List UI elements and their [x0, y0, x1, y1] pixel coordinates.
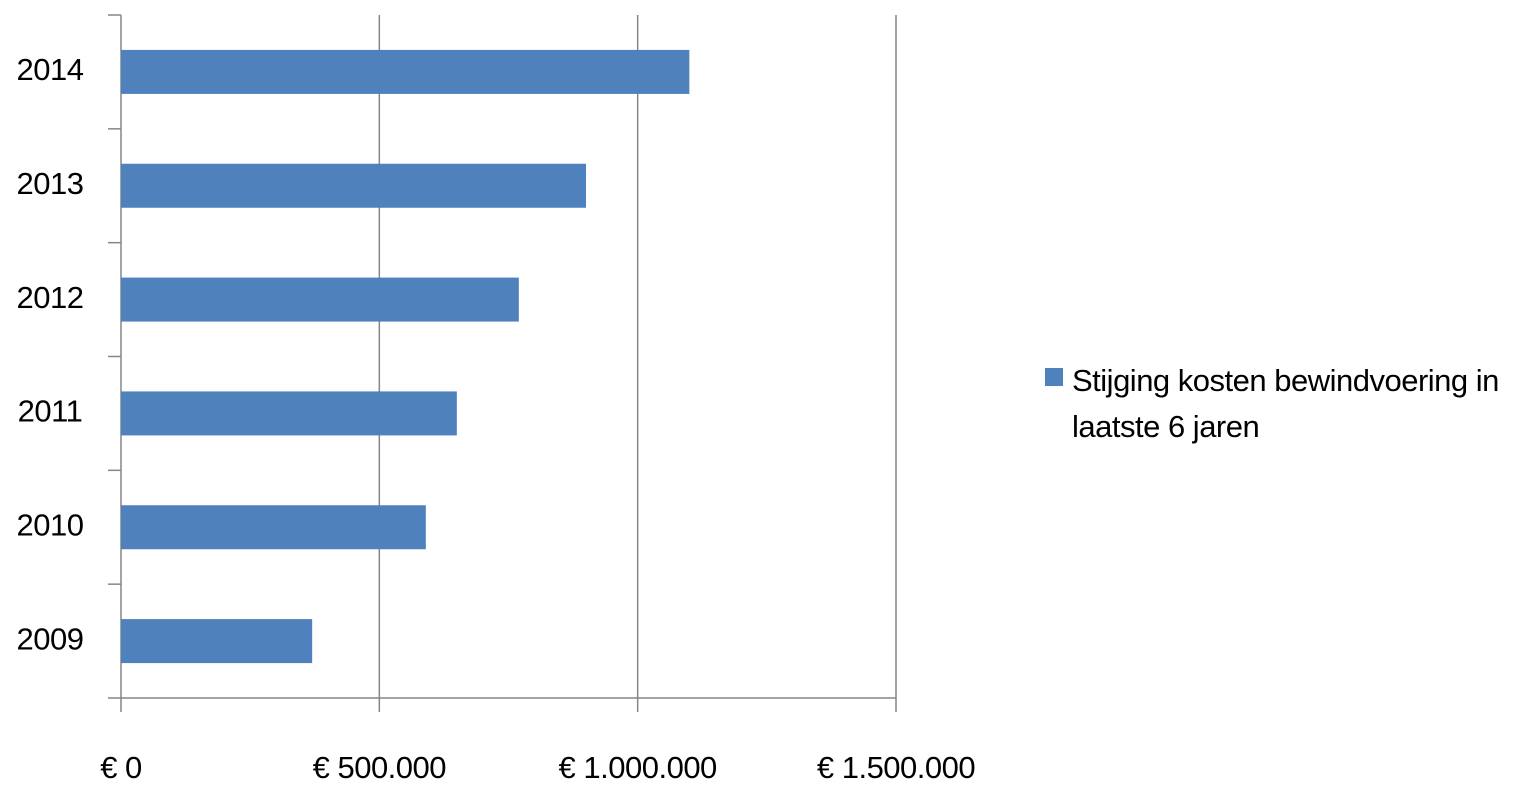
legend-swatch	[1045, 368, 1063, 386]
y-tick-label: 2011	[18, 394, 83, 429]
y-tick-label: 2009	[17, 621, 84, 656]
x-tick-label: € 1.500.000	[817, 750, 976, 785]
bar	[121, 619, 313, 664]
y-tick-label: 2012	[17, 280, 84, 315]
y-tick-label: 2013	[17, 166, 84, 201]
legend-label: Stijging kosten bewindvoering in laatste…	[1072, 363, 1499, 444]
bar	[121, 49, 690, 94]
y-tick-label: 2014	[17, 52, 84, 87]
legend: Stijging kosten bewindvoering in laatste…	[1045, 358, 1515, 450]
bar	[121, 505, 426, 550]
bar	[121, 277, 519, 322]
x-tick-label: € 1.000.000	[559, 750, 718, 785]
bar	[121, 391, 457, 436]
x-tick-label: € 0	[100, 750, 142, 785]
x-tick-label: € 500.000	[313, 750, 447, 785]
y-tick-label: 2010	[17, 507, 84, 542]
bar	[121, 163, 586, 208]
